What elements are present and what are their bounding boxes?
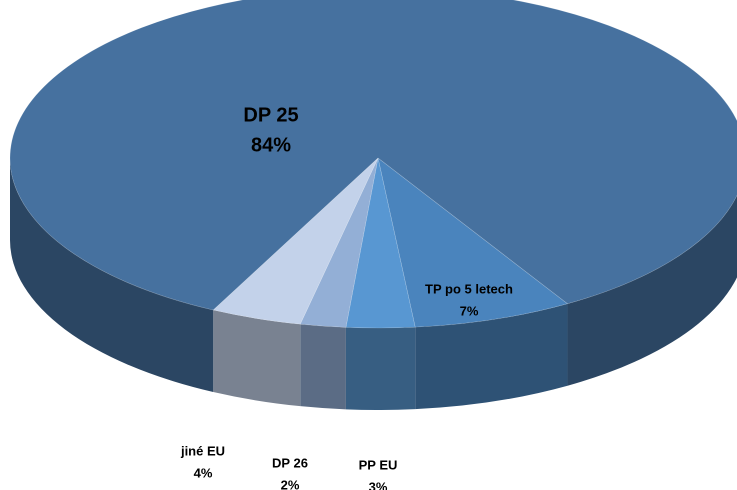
- slice: [299, 157, 379, 328]
- slice-side: [10, 158, 214, 393]
- slice-label: PP EU: [359, 457, 398, 472]
- slice: [377, 157, 569, 328]
- slice-side: [213, 310, 301, 407]
- slice: [212, 157, 379, 325]
- slice: [9, 0, 737, 311]
- slice-value-label: 3%: [369, 479, 388, 490]
- slice-label: jiné EU: [180, 443, 225, 458]
- slice: [345, 157, 416, 329]
- slice-side: [415, 303, 568, 410]
- slice-value-label: 84%: [251, 134, 291, 156]
- slice-value-label: 2%: [281, 477, 300, 490]
- slice-label: DP 26: [272, 455, 308, 470]
- slice-side: [300, 324, 346, 410]
- slice-value-label: 4%: [194, 465, 213, 480]
- slice-side: [567, 195, 737, 386]
- slice-side: [345, 327, 416, 410]
- slice-label: TP po 5 letech: [425, 281, 513, 296]
- slice-value-label: 7%: [460, 303, 479, 318]
- slice-label: DP 25: [243, 104, 298, 126]
